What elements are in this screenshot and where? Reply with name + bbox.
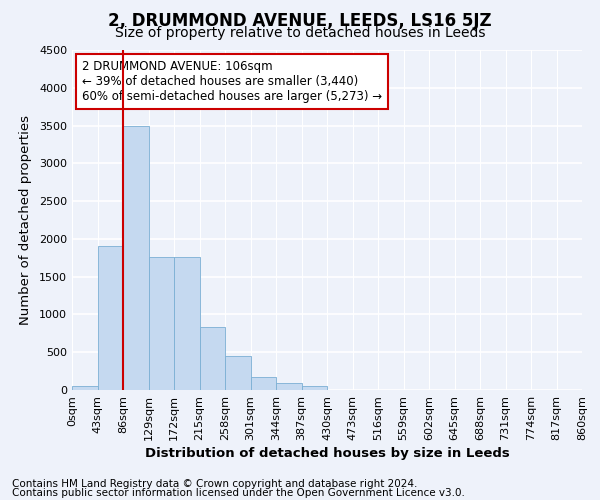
Bar [149,257,174,390]
Text: Size of property relative to detached houses in Leeds: Size of property relative to detached ho… [115,26,485,40]
Y-axis label: Number of detached properties: Number of detached properties [19,115,32,325]
Bar [174,257,199,390]
Bar [123,126,149,390]
Bar [225,356,251,390]
Text: Contains public sector information licensed under the Open Government Licence v3: Contains public sector information licen… [12,488,465,498]
Bar [199,326,225,390]
Text: Contains HM Land Registry data © Crown copyright and database right 2024.: Contains HM Land Registry data © Crown c… [12,479,418,489]
X-axis label: Distribution of detached houses by size in Leeds: Distribution of detached houses by size … [145,447,509,460]
Text: 2, DRUMMOND AVENUE, LEEDS, LS16 5JZ: 2, DRUMMOND AVENUE, LEEDS, LS16 5JZ [108,12,492,30]
Bar [72,386,97,390]
Bar [251,377,276,390]
Bar [302,386,327,390]
Bar [97,246,123,390]
Bar [276,383,302,390]
Text: 2 DRUMMOND AVENUE: 106sqm
← 39% of detached houses are smaller (3,440)
60% of se: 2 DRUMMOND AVENUE: 106sqm ← 39% of detac… [82,60,382,103]
